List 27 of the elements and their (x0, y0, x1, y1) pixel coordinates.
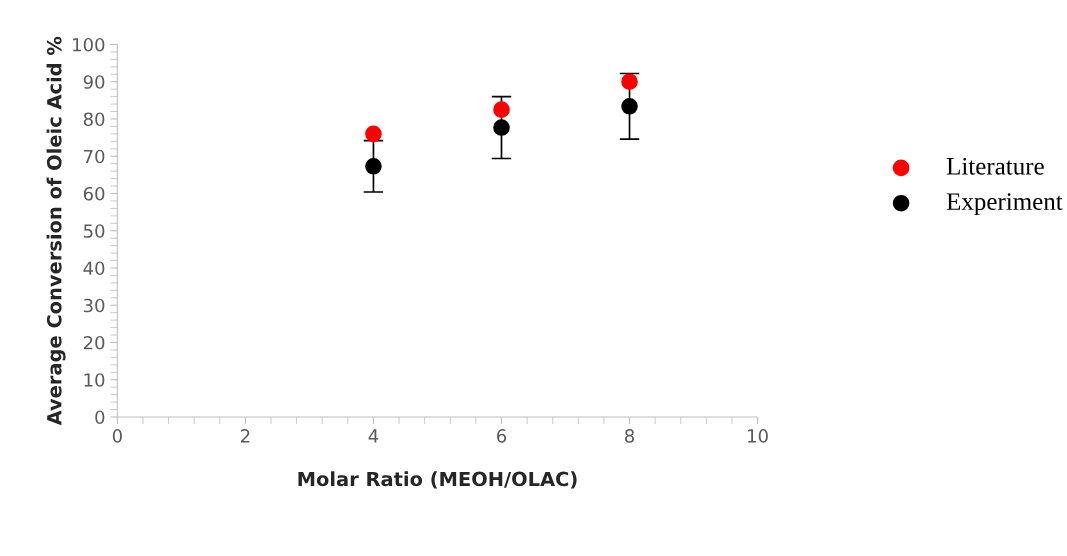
x-tick-label: 0 (112, 429, 122, 443)
point (493, 101, 510, 118)
y-tick-label: 50 (83, 224, 105, 238)
y-tick-label: 90 (83, 75, 105, 89)
point (365, 157, 382, 175)
y-tick-label: 20 (83, 335, 105, 350)
y-tick-label: 60 (83, 186, 105, 201)
y-tick-label: 30 (83, 298, 105, 313)
legend-label: Literature (946, 157, 1044, 175)
y-tick-label: 40 (83, 261, 105, 276)
y-tick-label: 10 (84, 373, 105, 387)
point (365, 125, 382, 143)
x-tick-label: 4 (368, 429, 379, 443)
y-tick-label: 100 (73, 37, 105, 52)
y-axis-title: Average Conversion of Oleic Acid % (46, 36, 66, 426)
legend-label: Experiment (946, 193, 1063, 216)
x-tick-label: 6 (497, 429, 507, 443)
x-tick-label: 8 (625, 429, 635, 443)
y-tick-label: 80 (83, 112, 105, 127)
y-tick-label: 0 (95, 410, 105, 425)
x-axis-title: Molar Ratio (MEOH/OLAC) (298, 471, 577, 489)
point (621, 73, 638, 91)
x-tick-label: 2 (240, 429, 250, 443)
x-tick-label: 10 (748, 429, 768, 443)
point (493, 119, 510, 136)
point (621, 98, 638, 115)
y-tick-label: 70 (84, 149, 105, 164)
